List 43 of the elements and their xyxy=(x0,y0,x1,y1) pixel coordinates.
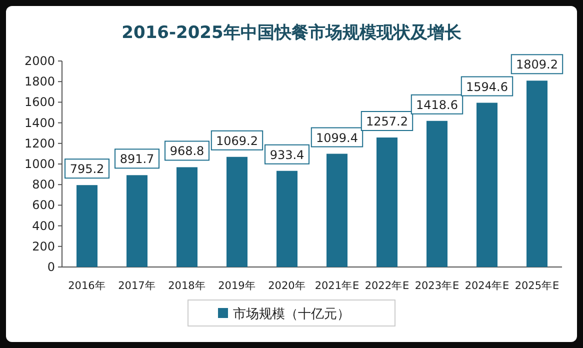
bar xyxy=(276,170,298,267)
y-tick-label: 1200 xyxy=(24,136,55,150)
data-label: 795.2 xyxy=(70,162,104,176)
y-tick-label: 2000 xyxy=(24,54,55,68)
data-label: 1257.2 xyxy=(366,114,408,129)
bar xyxy=(176,167,198,267)
y-tick-label: 400 xyxy=(32,218,55,233)
data-label: 933.4 xyxy=(270,148,304,162)
data-label: 891.7 xyxy=(120,152,154,166)
chart-title: 2016-2025年中国快餐市场规模现状及增长 xyxy=(122,23,462,43)
bar xyxy=(476,102,498,267)
x-tick-label: 2019年 xyxy=(218,280,256,292)
data-label: 968.8 xyxy=(170,144,204,158)
y-tick-label: 600 xyxy=(32,198,55,212)
y-tick-label: 1600 xyxy=(24,95,55,110)
data-label: 1418.6 xyxy=(416,98,458,112)
bar xyxy=(126,175,148,267)
x-tick-label: 2023年E xyxy=(414,280,460,292)
x-tick-label: 2024年E xyxy=(464,280,510,292)
x-tick-label: 2017年 xyxy=(118,280,156,292)
y-tick-label: 1800 xyxy=(24,74,55,89)
y-tick-label: 1000 xyxy=(24,157,55,171)
legend-label: 市场规模（十亿元） xyxy=(233,307,350,322)
y-tick-label: 1400 xyxy=(24,116,55,130)
x-tick-label: 2022年E xyxy=(364,280,410,292)
data-label: 1069.2 xyxy=(216,134,258,148)
y-tick-label: 800 xyxy=(32,178,55,192)
y-tick-label: 200 xyxy=(32,239,55,254)
bar xyxy=(376,138,398,267)
x-tick-label: 2021年E xyxy=(314,280,360,292)
bar xyxy=(76,185,98,267)
bar xyxy=(426,120,448,267)
bar xyxy=(526,80,548,267)
data-label: 1099.4 xyxy=(316,130,358,145)
y-tick-label: 0 xyxy=(47,260,55,274)
x-tick-label: 2025年E xyxy=(514,280,560,292)
x-tick-label: 2018年 xyxy=(168,280,206,292)
data-label: 1594.6 xyxy=(466,80,508,94)
x-tick-label: 2016年 xyxy=(68,280,106,292)
x-tick-label: 2020年 xyxy=(268,280,306,292)
bar xyxy=(326,154,348,267)
data-label: 1809.2 xyxy=(516,58,558,72)
bar xyxy=(226,156,248,267)
